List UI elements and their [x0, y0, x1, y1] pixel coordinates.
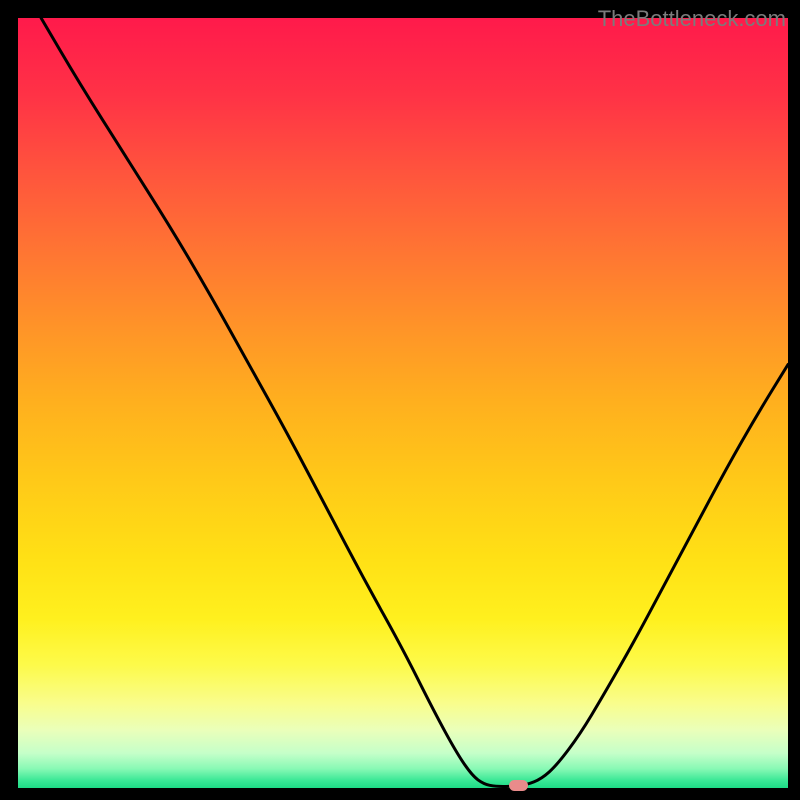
chart-container: { "watermark": { "text": "TheBottleneck.…	[0, 0, 800, 800]
valley-marker	[509, 780, 528, 792]
plot-area	[18, 18, 788, 788]
watermark-text: TheBottleneck.com	[598, 6, 786, 32]
curve-line	[18, 18, 788, 788]
